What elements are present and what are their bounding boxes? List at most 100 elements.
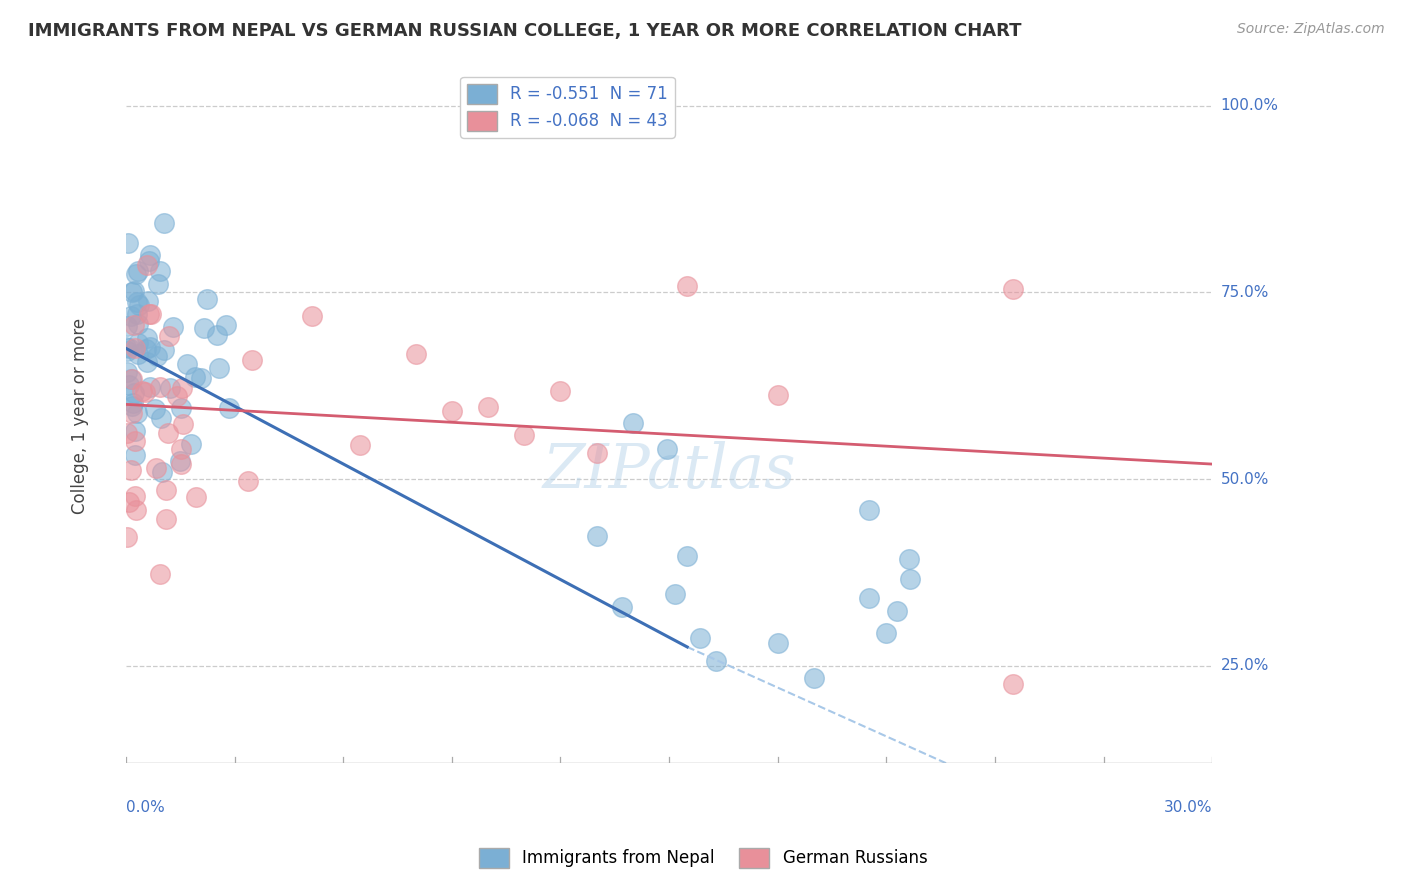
Point bbox=[208, 360, 231, 375]
Point bbox=[169, 454, 191, 468]
Legend: R = -0.551  N = 71, R = -0.068  N = 43: R = -0.551 N = 71, R = -0.068 N = 43 bbox=[460, 77, 675, 137]
Point bbox=[155, 483, 177, 497]
Text: 50.0%: 50.0% bbox=[1220, 472, 1268, 486]
Point bbox=[131, 384, 153, 398]
Point bbox=[124, 425, 146, 439]
Point bbox=[122, 285, 145, 299]
Point bbox=[138, 307, 160, 321]
Text: College, 1 year or more: College, 1 year or more bbox=[72, 318, 90, 514]
Point bbox=[170, 401, 193, 416]
Point bbox=[146, 349, 169, 363]
Point bbox=[610, 600, 633, 615]
Point bbox=[124, 385, 146, 400]
Text: 75.0%: 75.0% bbox=[1220, 285, 1268, 300]
Point bbox=[550, 384, 572, 398]
Point bbox=[886, 604, 908, 618]
Point bbox=[125, 406, 148, 420]
Point bbox=[149, 566, 172, 581]
Point bbox=[585, 529, 607, 543]
Point bbox=[138, 380, 160, 394]
Point bbox=[858, 591, 880, 605]
Point bbox=[240, 352, 263, 367]
Text: 30.0%: 30.0% bbox=[1164, 800, 1212, 815]
Point bbox=[121, 285, 143, 299]
Point bbox=[176, 357, 198, 371]
Point bbox=[138, 294, 160, 309]
Point bbox=[676, 278, 699, 293]
Point bbox=[159, 381, 181, 395]
Point bbox=[115, 340, 138, 354]
Point bbox=[117, 235, 139, 250]
Point bbox=[118, 378, 141, 392]
Text: 25.0%: 25.0% bbox=[1220, 658, 1268, 673]
Point bbox=[1002, 282, 1025, 296]
Point bbox=[236, 474, 259, 488]
Point bbox=[184, 369, 207, 384]
Point bbox=[477, 400, 499, 414]
Point bbox=[766, 387, 789, 401]
Point bbox=[121, 406, 143, 420]
Point bbox=[127, 307, 149, 321]
Point bbox=[115, 530, 138, 544]
Text: 100.0%: 100.0% bbox=[1220, 98, 1278, 113]
Point bbox=[118, 495, 141, 509]
Point bbox=[166, 389, 188, 403]
Point bbox=[138, 254, 160, 268]
Point bbox=[139, 340, 162, 354]
Point bbox=[150, 465, 173, 479]
Point bbox=[143, 401, 166, 416]
Point bbox=[180, 437, 202, 451]
Point bbox=[117, 319, 139, 334]
Point bbox=[689, 632, 711, 646]
Point bbox=[162, 319, 184, 334]
Point bbox=[146, 277, 169, 292]
Point bbox=[858, 503, 880, 517]
Text: 0.0%: 0.0% bbox=[127, 800, 165, 815]
Point bbox=[513, 428, 536, 442]
Point bbox=[125, 294, 148, 309]
Point bbox=[117, 344, 139, 359]
Point bbox=[127, 335, 149, 350]
Point bbox=[664, 587, 686, 601]
Point bbox=[803, 671, 825, 685]
Point bbox=[218, 401, 240, 416]
Point bbox=[127, 346, 149, 360]
Point bbox=[301, 310, 323, 324]
Point bbox=[157, 329, 180, 343]
Point bbox=[124, 341, 146, 355]
Point bbox=[127, 317, 149, 331]
Point bbox=[135, 331, 157, 345]
Point bbox=[135, 258, 157, 272]
Text: IMMIGRANTS FROM NEPAL VS GERMAN RUSSIAN COLLEGE, 1 YEAR OR MORE CORRELATION CHAR: IMMIGRANTS FROM NEPAL VS GERMAN RUSSIAN … bbox=[28, 22, 1022, 40]
Point bbox=[124, 489, 146, 503]
Point bbox=[145, 461, 167, 475]
Point bbox=[118, 342, 141, 356]
Point bbox=[122, 396, 145, 410]
Point bbox=[898, 552, 921, 566]
Point bbox=[120, 463, 142, 477]
Point bbox=[170, 457, 193, 471]
Point bbox=[655, 442, 678, 456]
Point bbox=[134, 384, 156, 399]
Point bbox=[704, 654, 727, 668]
Point bbox=[135, 355, 157, 369]
Point bbox=[149, 380, 172, 394]
Point bbox=[153, 216, 176, 230]
Point bbox=[115, 365, 138, 379]
Point bbox=[766, 636, 789, 650]
Point bbox=[172, 381, 194, 395]
Point bbox=[125, 503, 148, 517]
Point bbox=[150, 411, 173, 425]
Point bbox=[170, 442, 193, 456]
Text: ZIPatlas: ZIPatlas bbox=[543, 442, 796, 501]
Point bbox=[900, 572, 922, 586]
Point bbox=[195, 292, 218, 306]
Point bbox=[124, 434, 146, 448]
Point bbox=[153, 343, 176, 358]
Point bbox=[156, 425, 179, 440]
Legend: Immigrants from Nepal, German Russians: Immigrants from Nepal, German Russians bbox=[472, 841, 934, 875]
Point bbox=[193, 321, 215, 335]
Point bbox=[875, 625, 897, 640]
Point bbox=[128, 297, 150, 311]
Point bbox=[621, 416, 644, 430]
